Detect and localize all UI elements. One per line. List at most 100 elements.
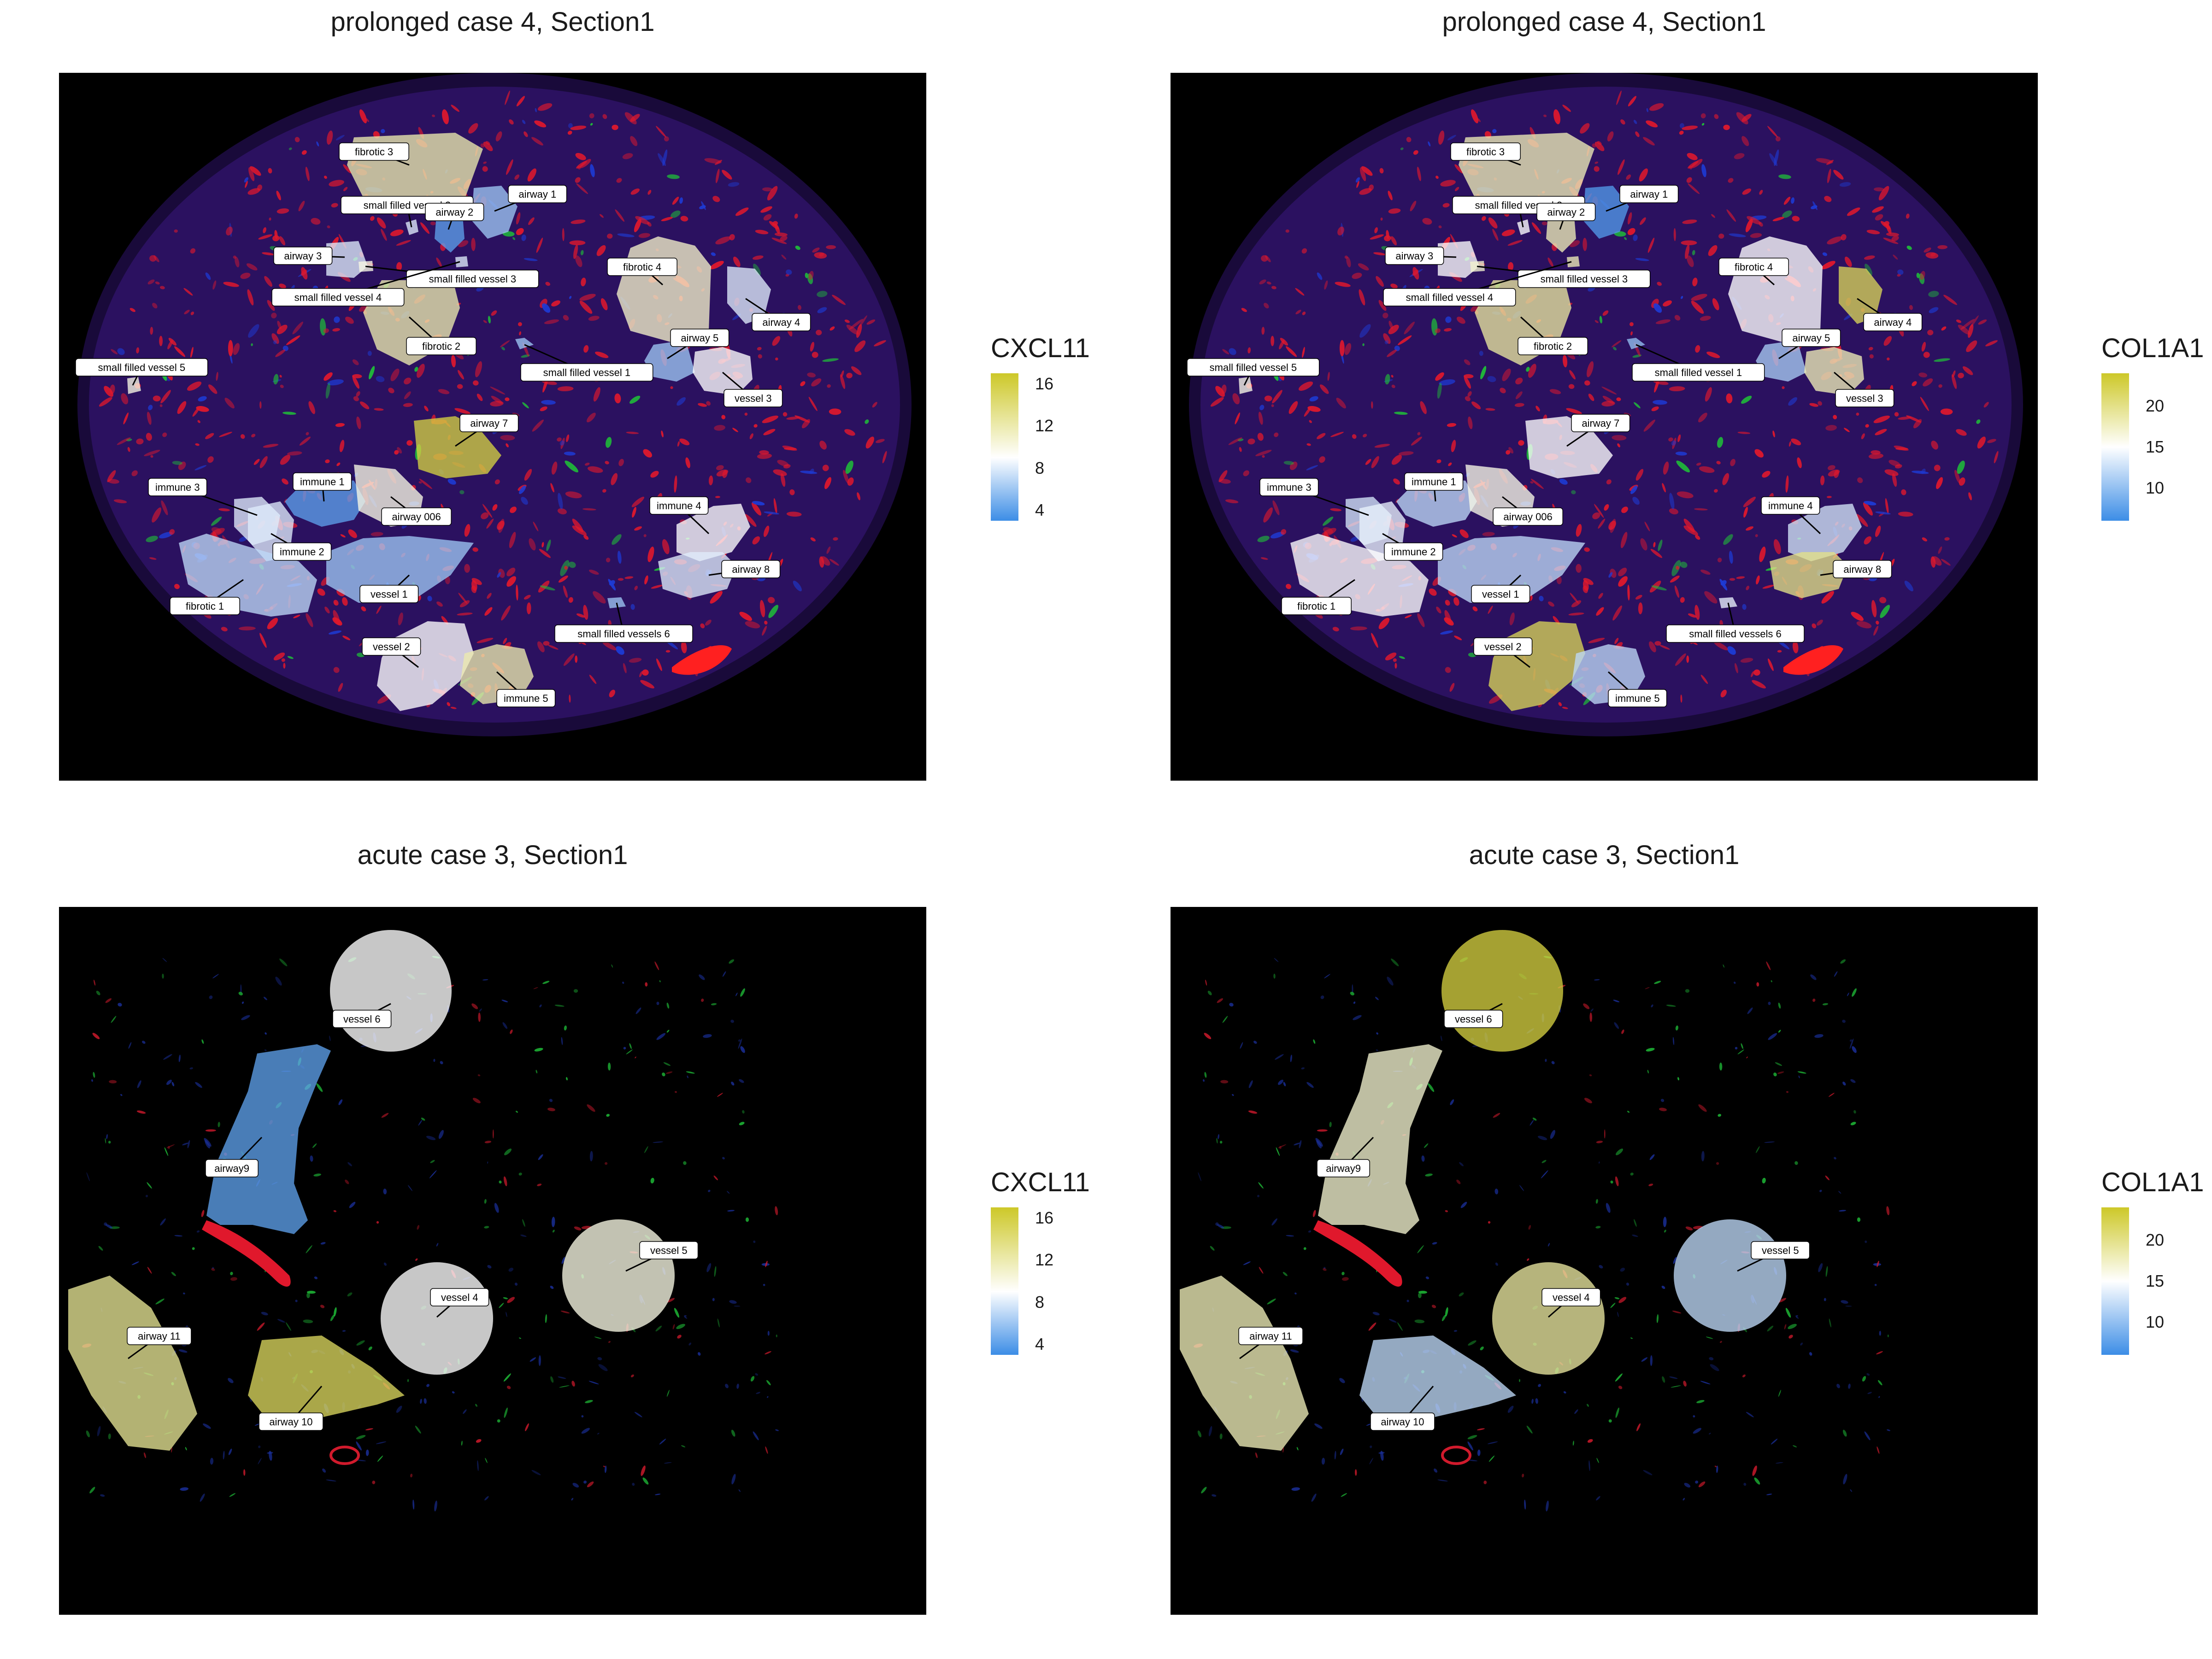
region-shapes — [127, 133, 771, 711]
region-label-box — [496, 689, 556, 707]
legend-tick-mark — [1018, 1344, 1025, 1346]
region-label-box — [259, 1412, 324, 1431]
region-label: small filled vessel 3 — [429, 273, 517, 285]
region-label-box — [1444, 1010, 1503, 1028]
region-label-box — [1404, 472, 1464, 491]
region-label-box — [649, 496, 709, 515]
region-label: airway 11 — [1249, 1330, 1292, 1342]
region-label: vessel 3 — [735, 393, 772, 404]
region-shape — [1567, 256, 1580, 267]
region-label-box — [1833, 560, 1892, 578]
region-label-box — [670, 329, 729, 347]
legend-tick-mark — [2129, 487, 2136, 489]
region-label: immune 2 — [280, 546, 324, 558]
region-label-box — [752, 313, 811, 331]
region-label-box — [1619, 185, 1679, 203]
region-label-box — [1259, 478, 1319, 496]
region-overlay: vessel 6 airway9 vessel 5 vessel 4 airway 11… — [1180, 930, 1890, 1512]
legend-tick-label: 8 — [1035, 458, 1045, 477]
region-shape — [677, 504, 750, 561]
panel-title: prolonged case 4, Section1 — [330, 7, 655, 37]
region-label-box — [1541, 1288, 1601, 1306]
legend-tick-mark — [1018, 1217, 1025, 1219]
region-shape — [1770, 552, 1848, 598]
region-shape — [515, 338, 534, 349]
region-shape — [1839, 266, 1883, 324]
region-label: immune 1 — [300, 476, 345, 488]
region-label: vessel 2 — [1484, 641, 1522, 653]
region-label: small filled vessel 5 — [98, 362, 186, 373]
region-shape — [1441, 930, 1563, 1052]
legend-tick-label: 16 — [1035, 1208, 1054, 1227]
legend-color-bar — [991, 1207, 1018, 1355]
region-label-box — [1493, 507, 1563, 526]
legend-title: CXCL11 — [991, 333, 1090, 363]
region-shape — [693, 347, 753, 395]
region-label: small filled vessel 1 — [1655, 367, 1742, 378]
region-label-box — [1863, 313, 1923, 331]
region-label-box — [1317, 1159, 1370, 1177]
region-label: airway 3 — [1395, 250, 1433, 262]
region-label: fibrotic 1 — [1297, 600, 1335, 612]
region-label: vessel 4 — [1553, 1292, 1590, 1303]
region-shape — [330, 930, 452, 1052]
region-shapes — [68, 930, 675, 1451]
region-label-box — [721, 560, 781, 578]
region-label-box — [1835, 389, 1894, 407]
legend-tick-mark — [2129, 1240, 2136, 1241]
region-label: fibrotic 1 — [186, 600, 224, 612]
region-label: airway 7 — [470, 418, 508, 429]
region-label: small filled vessels 6 — [1689, 628, 1782, 640]
legend-tick-label: 4 — [1035, 500, 1045, 520]
region-label-box — [362, 637, 421, 656]
region-label-box — [148, 478, 207, 496]
region-label-box — [406, 337, 477, 355]
region-label-box — [425, 203, 484, 221]
region-label-box — [1370, 1412, 1435, 1431]
region-label: vessel 2 — [373, 641, 410, 653]
region-shape — [179, 534, 317, 617]
region-label: immune 1 — [1412, 476, 1456, 488]
region-label: immune 3 — [1267, 482, 1312, 493]
region-label: airway 11 — [138, 1330, 181, 1342]
region-shape — [1290, 534, 1429, 617]
tissue-texture — [77, 73, 912, 736]
region-label-box — [508, 185, 567, 203]
region-shape — [617, 236, 711, 342]
region-labels: vessel 6 airway9 vessel 5 vessel 4 airway 11… — [1238, 1003, 1810, 1431]
region-label-box — [1751, 1241, 1810, 1259]
region-label: airway 2 — [435, 206, 473, 218]
panel-title: acute case 3, Section1 — [1469, 840, 1740, 870]
tissue-image: vessel 6 airway9 vessel 5 vessel 4 airway 11… — [59, 907, 926, 1615]
region-label-box — [359, 585, 419, 603]
region-label: airway 5 — [681, 332, 718, 344]
region-label: immune 4 — [657, 500, 701, 512]
region-shape — [1517, 219, 1530, 235]
region-label-box — [1761, 496, 1820, 515]
region-label-box — [1238, 1327, 1303, 1345]
legend-tick-label: 8 — [1035, 1292, 1045, 1312]
region-label: airway 7 — [1582, 418, 1619, 429]
region-label: immune 3 — [155, 482, 200, 493]
region-label-box — [170, 597, 240, 615]
tissue-texture — [1189, 73, 2023, 736]
region-shape — [1180, 1276, 1309, 1451]
region-label: vessel 5 — [1762, 1245, 1799, 1256]
region-label: airway9 — [1326, 1163, 1361, 1174]
legend-tick-label: 12 — [1035, 416, 1054, 435]
legend-title: CXCL11 — [991, 1167, 1090, 1197]
region-label-box — [1473, 637, 1533, 656]
region-label: vessel 5 — [650, 1245, 688, 1256]
region-label: airway 8 — [732, 564, 770, 575]
region-label-box — [554, 624, 693, 643]
legend-tick-label: 15 — [2146, 1271, 2165, 1290]
region-label-box — [1281, 597, 1352, 615]
legend-tick-label: 10 — [2146, 478, 2165, 497]
region-label-box — [339, 142, 409, 161]
legend-tick-mark — [2129, 447, 2136, 448]
region-label: airway 3 — [284, 250, 322, 262]
panel-title: acute case 3, Section1 — [357, 840, 628, 870]
region-shape — [562, 1219, 675, 1332]
